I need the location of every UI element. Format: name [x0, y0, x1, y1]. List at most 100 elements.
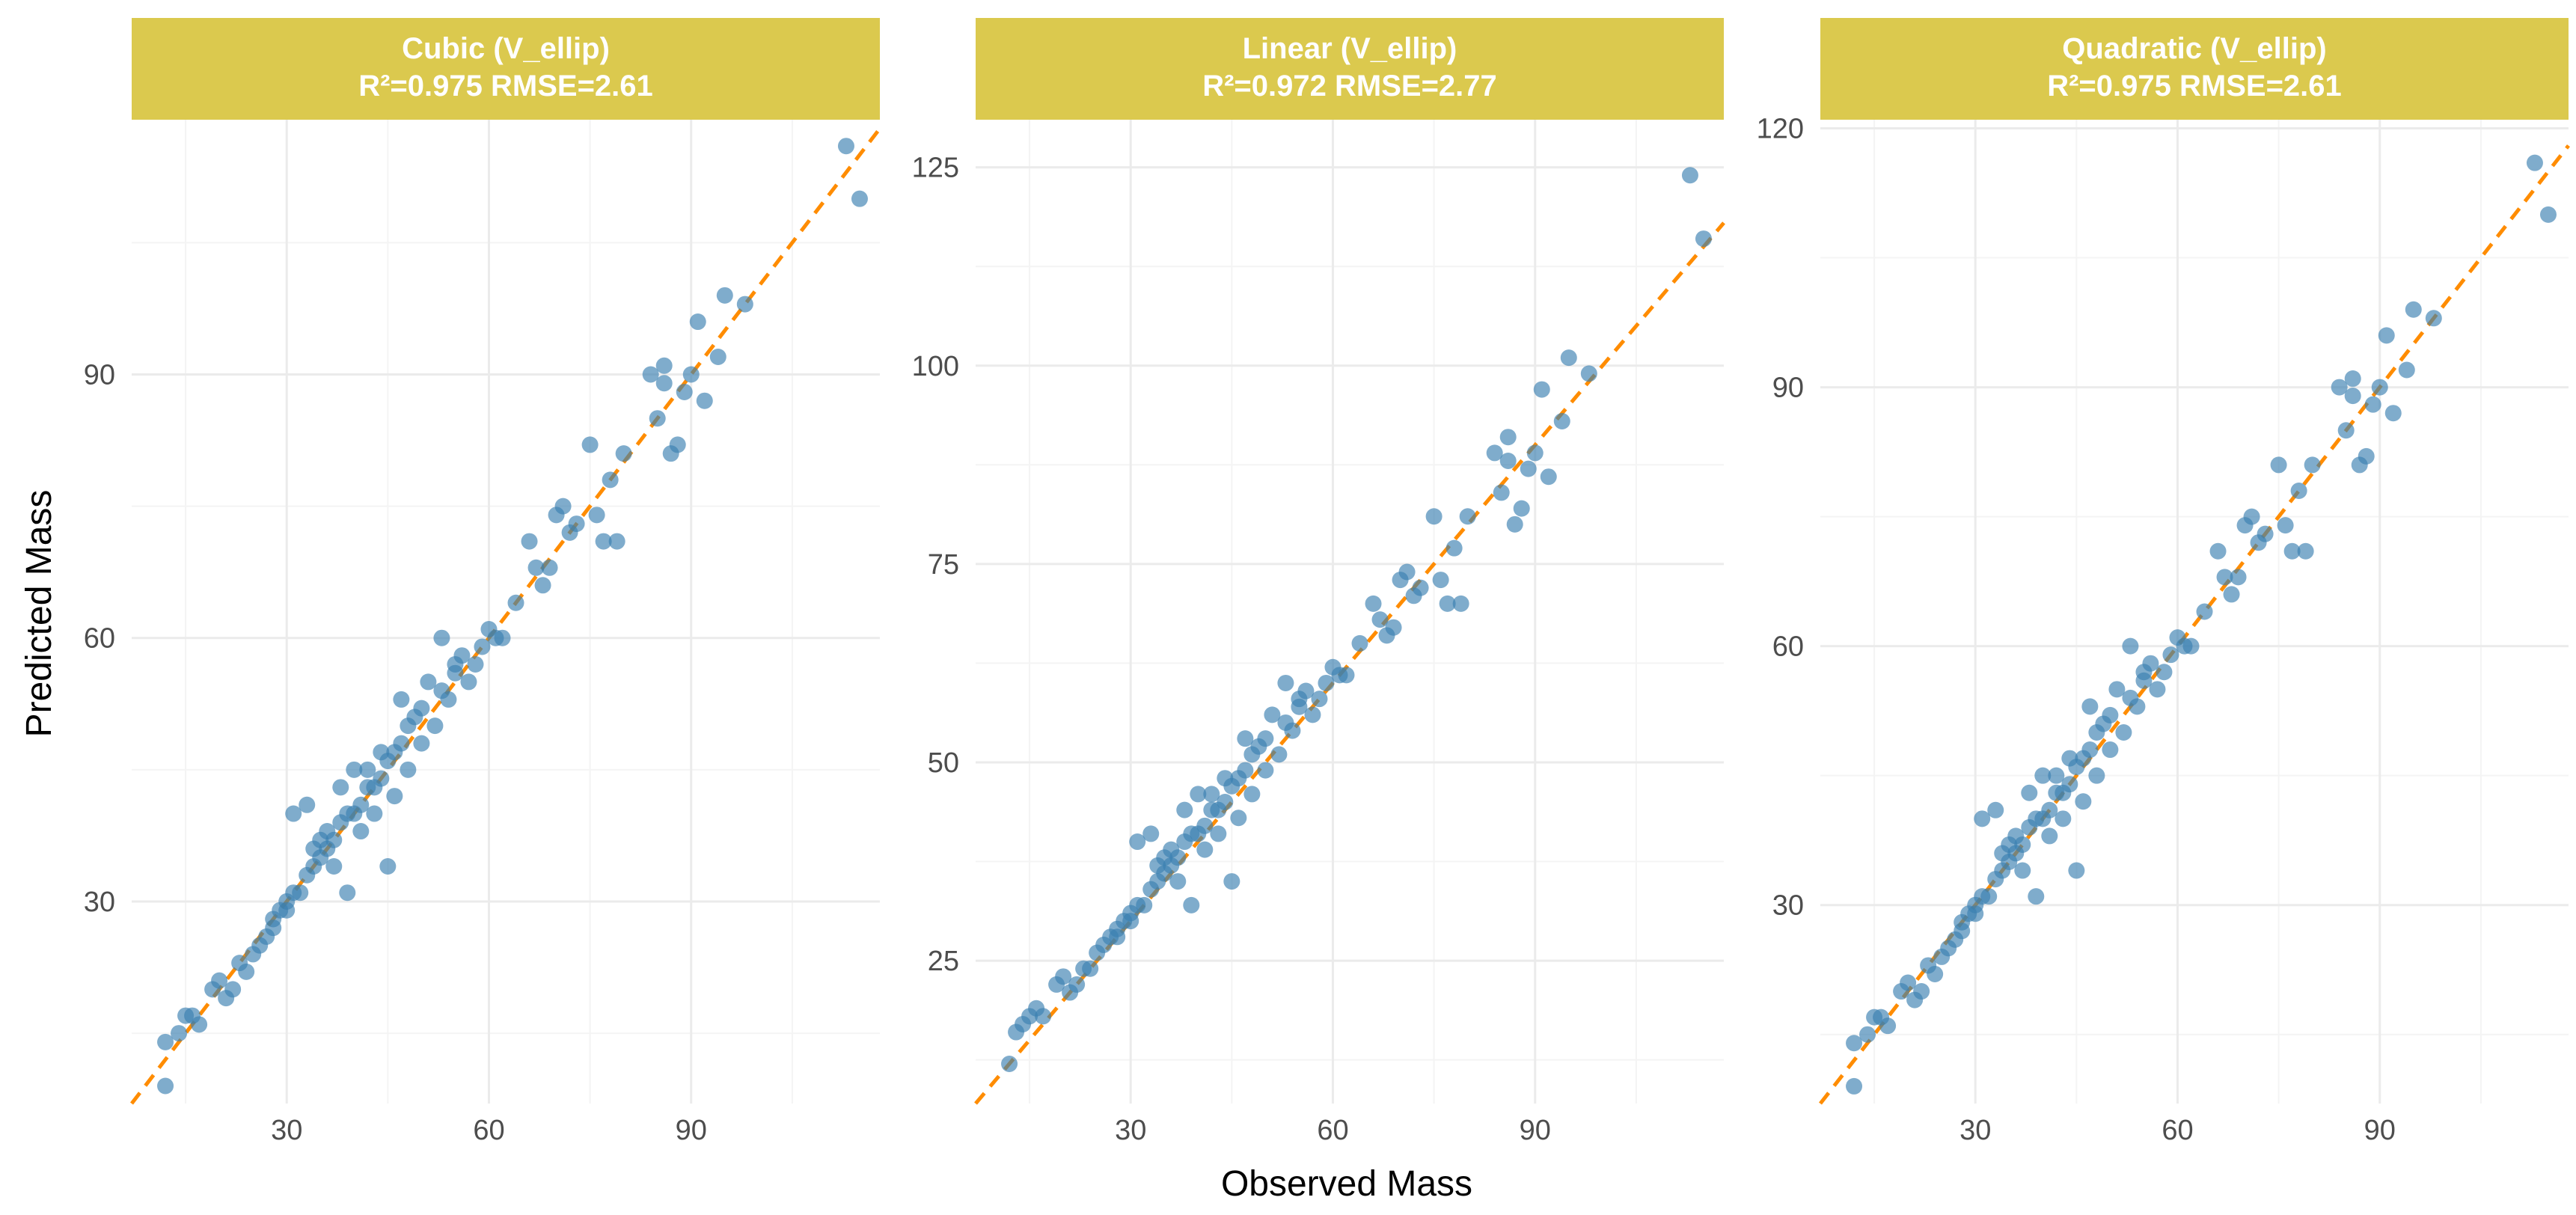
data-point [1237, 762, 1254, 779]
data-point [2014, 836, 2031, 853]
data-point [1176, 801, 1193, 818]
data-point [1987, 801, 2004, 818]
data-point [655, 375, 673, 392]
data-point [366, 805, 383, 822]
data-point [393, 735, 410, 752]
data-point [642, 366, 659, 383]
data-point [1196, 841, 1214, 858]
data-point [2068, 862, 2085, 879]
data-point [2384, 405, 2402, 422]
data-point [1412, 579, 1429, 596]
data-point [1553, 412, 1570, 429]
data-point [433, 629, 450, 646]
data-point [1237, 730, 1254, 747]
data-point [1055, 968, 1072, 985]
x-tick-label: 90 [1520, 1115, 1551, 1146]
data-point [1520, 460, 1537, 477]
data-point [2162, 646, 2179, 664]
data-points [1001, 167, 1712, 1072]
x-tick-label: 30 [1115, 1115, 1146, 1146]
data-point [682, 366, 700, 383]
data-point [2398, 361, 2415, 379]
data-point [2028, 888, 2045, 905]
data-point [2364, 396, 2381, 413]
data-point [157, 1033, 174, 1050]
data-point [2156, 664, 2173, 681]
data-point [851, 190, 868, 207]
data-point [2129, 698, 2146, 715]
data-point [1264, 706, 1281, 723]
data-point [568, 515, 585, 533]
data-point [1169, 873, 1187, 890]
data-point [1001, 1055, 1018, 1072]
data-point [1109, 928, 1126, 946]
data-point [2223, 586, 2240, 603]
data-point [2216, 569, 2233, 586]
data-point [534, 577, 551, 594]
data-point [1486, 444, 1503, 462]
data-point [1459, 508, 1476, 525]
data-point [669, 436, 686, 453]
y-tick-label: 75 [928, 549, 959, 581]
data-point [2405, 301, 2422, 318]
y-tick-label: 50 [928, 747, 959, 779]
data-point [453, 647, 471, 664]
data-point [1284, 722, 1301, 739]
data-point [393, 691, 410, 708]
data-point [709, 349, 726, 366]
data-point [2344, 388, 2361, 405]
data-point [400, 761, 417, 778]
data-point [1385, 619, 1402, 636]
y-tick-label: 60 [84, 623, 115, 655]
data-point [2344, 370, 2361, 388]
data-point [2149, 681, 2166, 698]
data-point [2021, 784, 2038, 801]
data-point [1068, 976, 1086, 993]
data-points [1846, 154, 2557, 1095]
data-point [2337, 422, 2355, 439]
data-point [265, 919, 282, 937]
y-tick-labels: 25 50 75 100 125 [912, 153, 959, 977]
data-point [2304, 456, 2321, 474]
data-point [191, 1016, 208, 1033]
data-point [689, 313, 706, 331]
data-point [1035, 1008, 1052, 1025]
data-point [2290, 483, 2307, 500]
data-point [285, 805, 302, 822]
data-point [1526, 444, 1544, 462]
data-point [1311, 691, 1328, 708]
panel-cubic: Cubic (V_ellip) R²=0.975 RMSE=2.61 30 60… [84, 18, 881, 1146]
y-tick-label: 90 [1772, 373, 1804, 404]
data-point [332, 779, 349, 796]
data-point [325, 857, 343, 875]
data-point [1183, 896, 1200, 913]
data-point [1217, 794, 1234, 811]
data-point [1974, 810, 1991, 827]
data-point [2526, 154, 2543, 171]
data-point [2196, 603, 2213, 620]
y-tick-label: 60 [1772, 631, 1804, 663]
data-point [460, 673, 477, 691]
data-point [1499, 429, 1517, 446]
x-tick-label: 60 [2162, 1115, 2193, 1146]
data-point [1318, 674, 1335, 691]
data-point [2378, 327, 2395, 344]
data-point [1338, 667, 1355, 684]
data-point [1190, 786, 1207, 803]
x-tick-labels: 30 60 90 [1959, 1115, 2396, 1146]
data-point [474, 638, 491, 655]
data-point [1560, 349, 1577, 367]
data-point [1506, 515, 1523, 533]
data-point [2041, 801, 2058, 818]
data-point [2425, 310, 2442, 327]
data-point [2209, 542, 2227, 560]
y-tick-label: 125 [912, 153, 959, 184]
data-point [2102, 741, 2119, 759]
data-point [278, 902, 296, 919]
data-point [359, 761, 376, 778]
data-point [2539, 206, 2557, 223]
panel-strip [976, 18, 1724, 120]
y-tick-label: 30 [1772, 890, 1804, 922]
data-point [602, 471, 619, 489]
